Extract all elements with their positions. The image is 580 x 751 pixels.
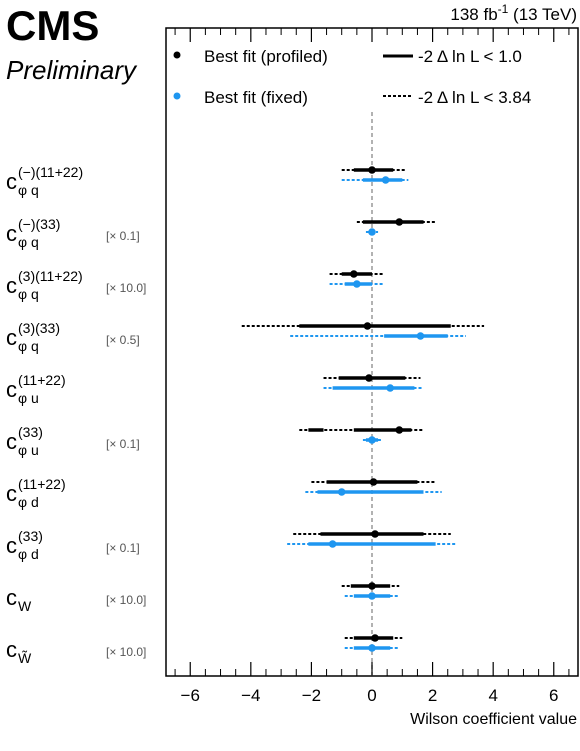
profiled-best-fit-point [395, 426, 404, 434]
fixed-best-fit-point [328, 540, 337, 548]
profiled-best-fit-point [368, 166, 376, 174]
x-tick-label: 0 [367, 686, 376, 705]
luminosity-label: 138 fb-1 (13 TeV) [450, 2, 577, 24]
x-axis: −6 −4 −2 0 2 4 6 [174, 28, 570, 705]
fixed-best-fit-point [368, 436, 376, 444]
luminosity-energy: (13 TeV) [508, 5, 577, 24]
legend-fixed-label: Best fit (fixed) [204, 88, 308, 107]
x-tick-label: 2 [428, 686, 437, 705]
x-axis-label: Wilson coefficient value [410, 711, 577, 728]
parameter-name: c(−)(33) φ q [6, 216, 60, 250]
parameter-row: c(3)(33) φ q [× 0.5] [6, 320, 485, 354]
fixed-best-fit-point [381, 176, 390, 184]
parameter-name: cW̃ [6, 637, 32, 666]
parameter-row: c(11+22) φ u [6, 372, 424, 406]
fixed-best-fit-point [416, 332, 425, 340]
parameter-row: c(3)(11+22) φ q [× 10.0] [6, 268, 385, 302]
parameter-row: c(11+22) φ d [6, 476, 442, 510]
parameter-row: c(33) φ d [× 0.1] [6, 528, 457, 562]
legend: Best fit (profiled) Best fit (fixed) -2 … [173, 47, 531, 107]
legend-cl68-label: -2 Δ ln L < 1.0 [418, 47, 522, 66]
parameter-name: c(11+22) φ u [6, 372, 66, 406]
parameter-row: c(−)(11+22) φ q [6, 164, 409, 198]
parameter-row: cW [× 10.0] [6, 582, 400, 614]
x-tick-label: −4 [241, 686, 260, 705]
legend-cl95-label: -2 Δ ln L < 3.84 [418, 88, 531, 107]
luminosity-base: 138 fb [450, 5, 497, 24]
fixed-best-fit-point [337, 488, 346, 496]
parameter-row: c(−)(33) φ q [× 0.1] [6, 216, 436, 250]
profiled-best-fit-point [395, 218, 404, 226]
x-tick-label: 6 [549, 686, 558, 705]
luminosity-exponent: -1 [498, 2, 509, 16]
scale-factor-label: [× 0.1] [106, 437, 140, 451]
fixed-best-fit-point [353, 280, 361, 288]
parameter-name: c(−)(11+22) φ q [6, 164, 83, 198]
fixed-best-fit-point [368, 228, 376, 236]
parameter-row: cW̃ [× 10.0] [6, 634, 403, 666]
profiled-best-fit-point [371, 634, 379, 642]
scale-factor-label: [× 0.1] [106, 541, 140, 555]
scale-factor-label: [× 0.1] [106, 229, 140, 243]
x-tick-label: 4 [488, 686, 497, 705]
profiled-best-fit-point [368, 582, 376, 590]
parameter-name: cW [6, 585, 32, 614]
scale-factor-label: [× 10.0] [106, 281, 146, 295]
fixed-best-fit-point [368, 644, 376, 652]
parameter-name: c(3)(11+22) φ q [6, 268, 83, 302]
profiled-best-fit-point [350, 270, 358, 278]
scale-factor-label: [× 10.0] [106, 645, 146, 659]
parameter-name: c(3)(33) φ q [6, 320, 60, 354]
status-label: Preliminary [6, 55, 138, 85]
parameter-rows: c(−)(11+22) φ q c(−)(33) φ q [× 0.1] c(3)(11+… [6, 164, 485, 666]
scale-factor-label: [× 10.0] [106, 593, 146, 607]
fixed-best-fit-point [368, 592, 376, 600]
parameter-name: c(33) φ u [6, 424, 43, 458]
parameter-name: c(33) φ d [6, 528, 43, 562]
parameter-name: c(11+22) φ d [6, 476, 66, 510]
fixed-best-fit-point [386, 384, 394, 392]
scale-factor-label: [× 0.5] [106, 333, 140, 347]
profiled-best-fit-point [371, 530, 379, 538]
profiled-best-fit-point [363, 322, 372, 330]
legend-fixed-marker [173, 92, 181, 100]
parameter-row: c(33) φ u [× 0.1] [6, 424, 424, 458]
profiled-best-fit-point [369, 478, 378, 486]
x-tick-label: −6 [181, 686, 200, 705]
x-tick-label: −2 [302, 686, 321, 705]
profiled-best-fit-point [365, 374, 373, 382]
legend-profiled-marker [173, 51, 181, 59]
legend-profiled-label: Best fit (profiled) [204, 47, 328, 66]
experiment-label: CMS [6, 2, 99, 49]
